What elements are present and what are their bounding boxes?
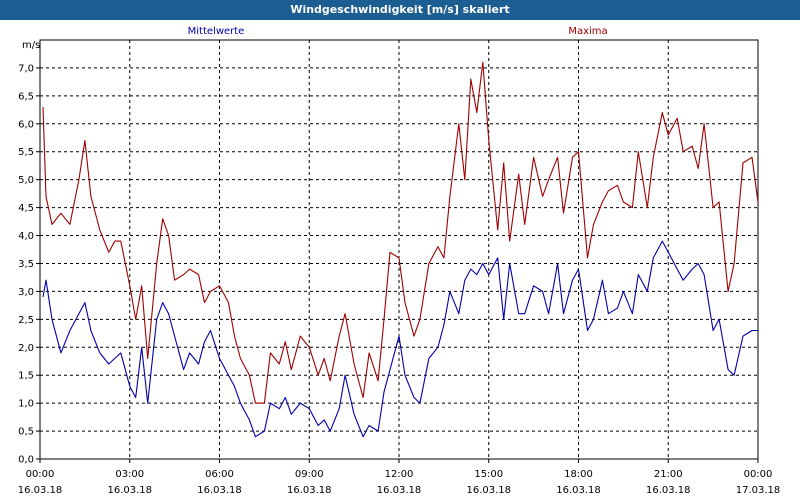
- series-line-maxima: [42, 61, 759, 404]
- y-tick-label: 2,0: [18, 343, 34, 354]
- y-tick-label: 5,5: [18, 147, 34, 158]
- x-tick-time: 03:00: [115, 469, 144, 480]
- y-tick-label: 6,0: [18, 119, 34, 130]
- series-lines: [42, 61, 759, 438]
- x-tick-date: 16.03.18: [287, 485, 332, 496]
- x-tick-date: 17.03.18: [736, 485, 781, 496]
- x-tick-time: 12:00: [385, 469, 414, 480]
- grid-lines: [40, 40, 758, 459]
- y-tick-label: 3,5: [18, 259, 34, 270]
- x-tick-date: 16.03.18: [107, 485, 152, 496]
- y-tick-label: 0,0: [18, 455, 34, 466]
- x-tick-date: 16.03.18: [466, 485, 511, 496]
- y-tick-label: 4,0: [18, 231, 34, 242]
- y-tick-label: 1,0: [18, 399, 34, 410]
- x-axis-ticks: 00:00 16.03.18 03:00 16.03.18 06:00 16.03.18 0…: [18, 459, 781, 496]
- y-axis-label: m/s: [22, 40, 40, 51]
- x-tick-time: 00:00: [26, 469, 55, 480]
- y-tick-label: 1,5: [18, 371, 34, 382]
- y-tick-label: 6,5: [18, 91, 34, 102]
- y-tick-label: 3,0: [18, 287, 34, 298]
- legend-mittelwerte: Mittelwerte: [188, 26, 245, 37]
- x-tick-time: 21:00: [654, 469, 683, 480]
- y-axis-ticks: 0,0 0,5 1,0 1,5 2,0 2,5 3,0 3,5 4,0 4,5 5,0 5,5 6,0 6…: [18, 63, 40, 466]
- x-tick-time: 09:00: [295, 469, 324, 480]
- x-tick-time: 15:00: [474, 469, 503, 480]
- y-tick-label: 0,5: [18, 427, 34, 438]
- x-tick-time: 06:00: [205, 469, 234, 480]
- y-tick-label: 4,5: [18, 203, 34, 214]
- y-tick-label: 2,5: [18, 315, 34, 326]
- y-tick-label: 5,0: [18, 175, 34, 186]
- y-tick-label: 7,0: [18, 63, 34, 74]
- x-tick-date: 16.03.18: [18, 485, 63, 496]
- x-tick-date: 16.03.18: [197, 485, 242, 496]
- x-tick-time: 00:00: [744, 469, 773, 480]
- x-tick-date: 16.03.18: [377, 485, 422, 496]
- x-tick-date: 16.03.18: [646, 485, 691, 496]
- series-line-mittelwerte: [42, 240, 758, 438]
- legend-maxima: Maxima: [568, 26, 607, 37]
- x-tick-date: 16.03.18: [556, 485, 601, 496]
- x-tick-time: 18:00: [564, 469, 593, 480]
- window-title: Windgeschwindigkeit [m/s] skaliert: [0, 0, 800, 20]
